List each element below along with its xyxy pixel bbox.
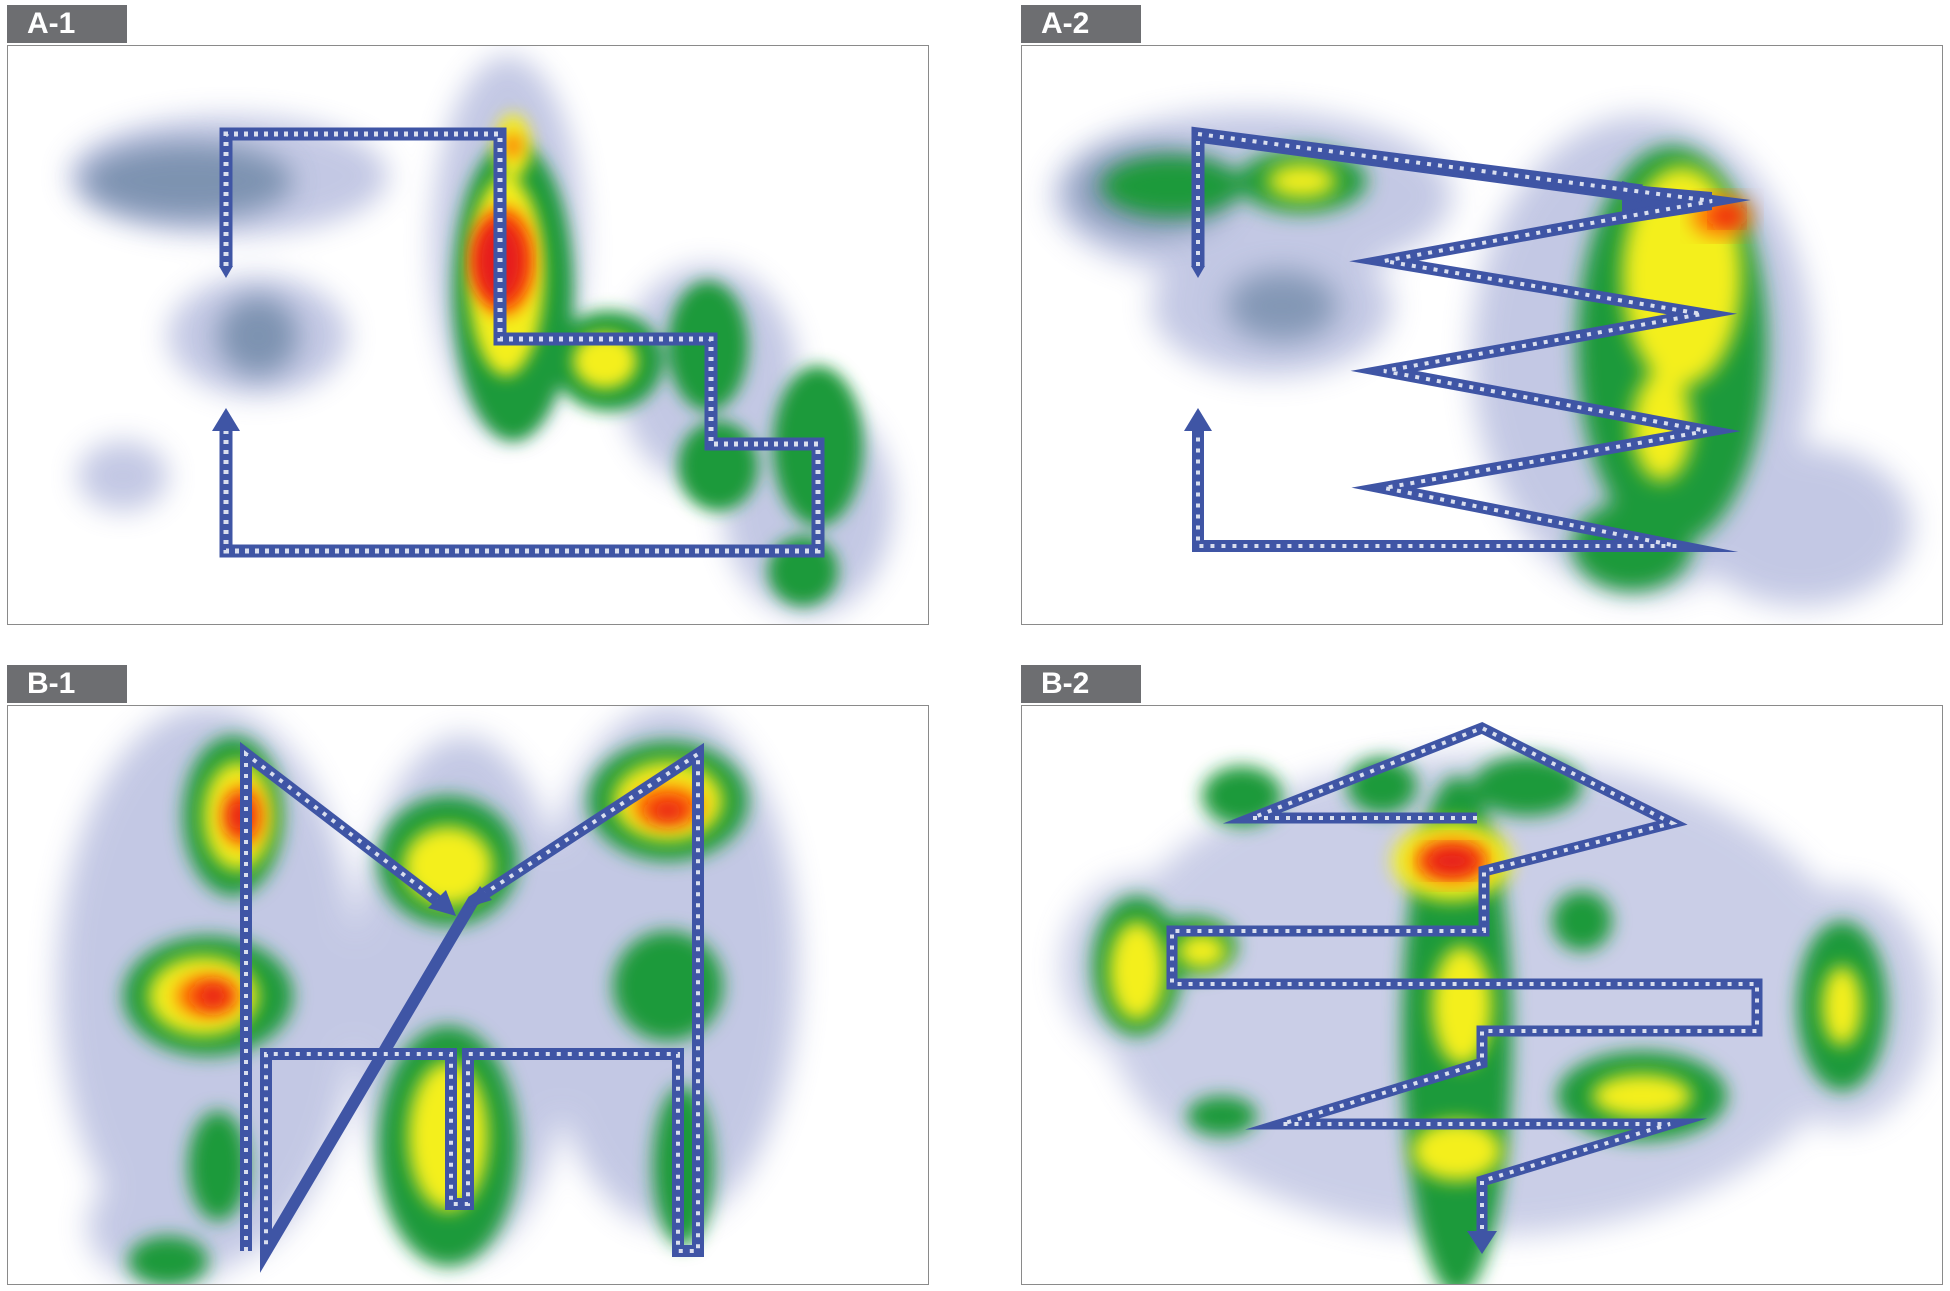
scanpath-b2: [1166, 721, 1763, 1254]
scanpath-chevrons-a2: [1196, 131, 1713, 548]
panel-label-a1: A-1: [7, 5, 127, 43]
heatmap-panel-b1: [7, 705, 929, 1285]
panel-label-b1: B-1: [7, 665, 127, 703]
arrowhead-icon: [1191, 266, 1205, 278]
arrowhead-icon: [219, 266, 233, 278]
arrowhead-icon: [1467, 1231, 1497, 1254]
heatmap-a2: [1052, 111, 1912, 606]
heatmap-panel-a1: [7, 45, 929, 625]
arrowhead-icon: [466, 886, 492, 908]
panel-label-a2: A-2: [1021, 5, 1141, 43]
arrowhead-icon: [428, 890, 456, 916]
scanpath-chevrons-b1: [244, 749, 700, 1253]
heat-layer-b1: [58, 706, 798, 1284]
heatmap-b2: [1062, 721, 1932, 1284]
scanpath-a1: [212, 127, 825, 558]
heatmap-b1: [58, 706, 798, 1284]
heatmap-panel-b2: [1021, 705, 1943, 1285]
scanpath-b1: [240, 741, 704, 1273]
arrowhead-icon: [212, 408, 240, 431]
heatmap-panel-a2: [1021, 45, 1943, 625]
arrowhead-icon: [1184, 408, 1212, 431]
scanpath-a2: [1184, 126, 1751, 552]
heat-layer-a2: [1052, 111, 1912, 606]
scanpath-chevrons-b2: [1170, 725, 1759, 1231]
scanpath-line-a1: [219, 127, 825, 558]
panel-label-b2: B-2: [1021, 665, 1141, 703]
heat-layer-b2: [1062, 756, 1932, 1284]
heatmap-a1: [68, 56, 893, 616]
